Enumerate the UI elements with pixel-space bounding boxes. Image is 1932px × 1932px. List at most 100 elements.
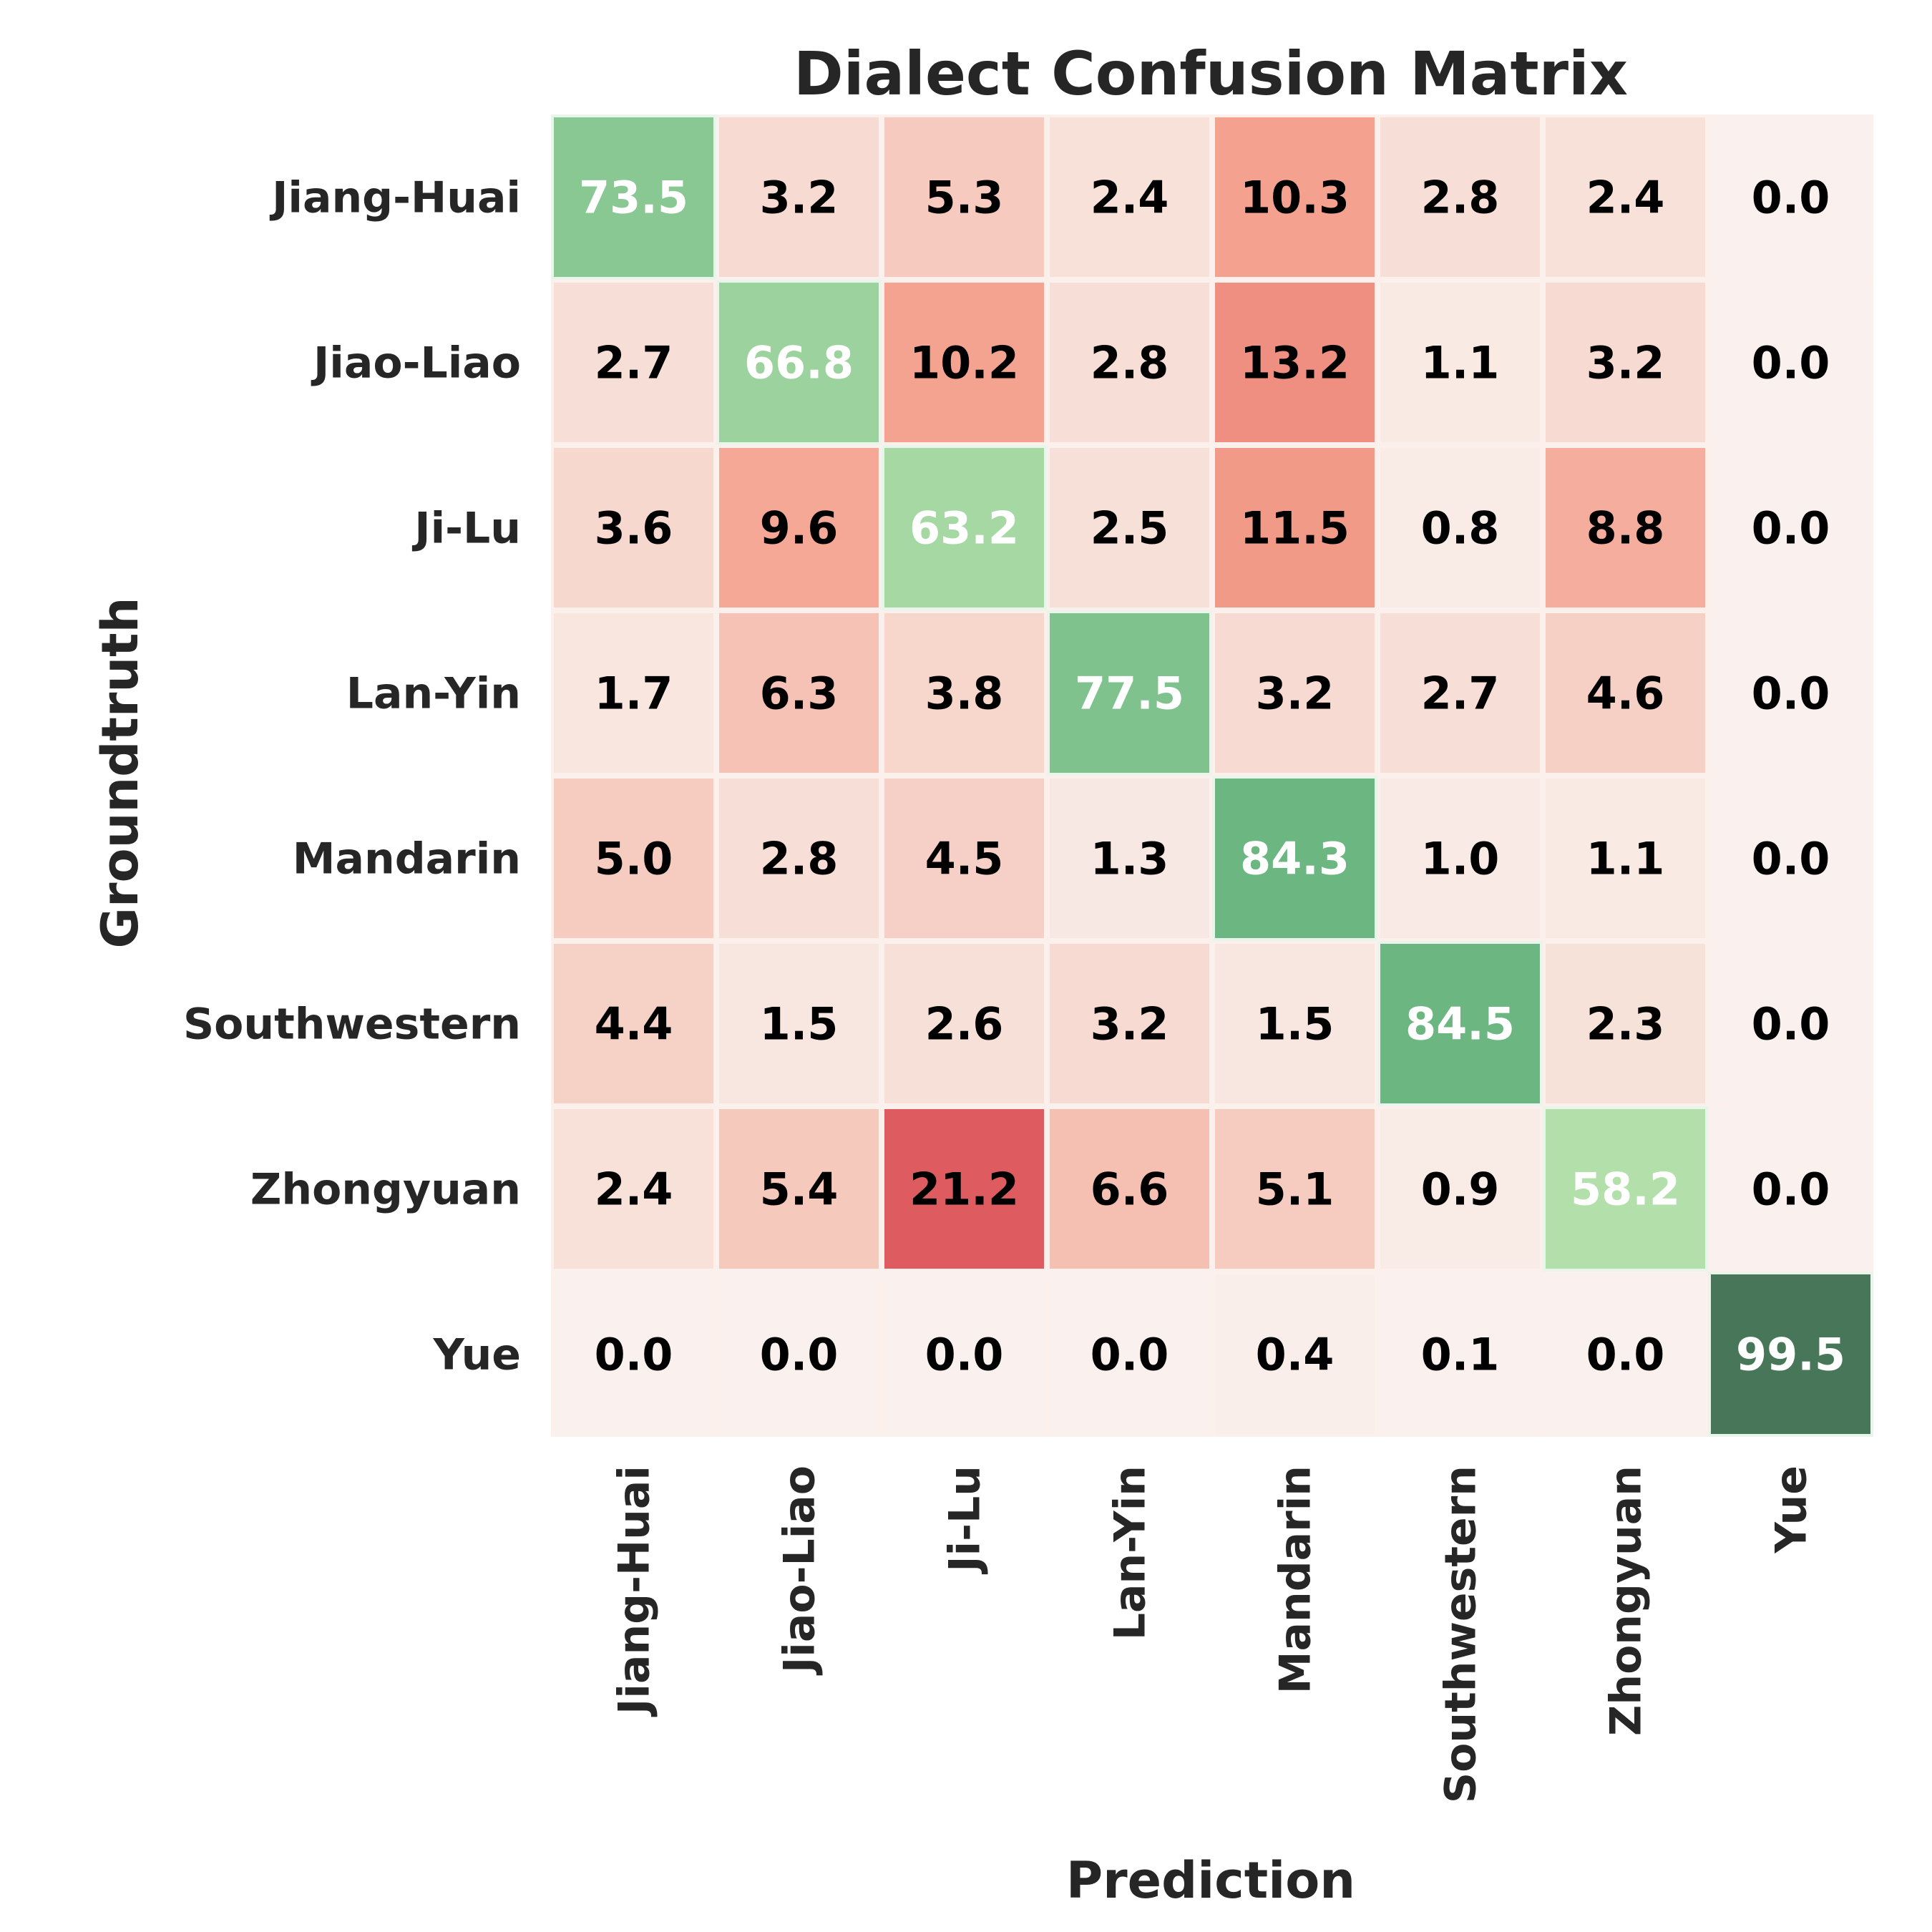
cell-value-label: 84.3 (1240, 833, 1350, 885)
heatmap-cell (1377, 941, 1543, 1106)
heatmap-cell (1708, 610, 1873, 776)
heatmap-cell (551, 114, 716, 280)
x-tick-label: Mandarin (1271, 1465, 1321, 1694)
cell-value-label: 2.4 (595, 1163, 673, 1216)
cell-value-label: 1.5 (1256, 998, 1335, 1050)
cell-value-label: 4.6 (1586, 668, 1665, 720)
cell-value-label: 2.4 (1586, 172, 1665, 224)
heatmap-cell (1708, 1106, 1873, 1272)
heatmap-cell (716, 610, 882, 776)
heatmap-cell (1047, 445, 1212, 610)
cell-value-label: 4.5 (925, 833, 1004, 885)
heatmap-cell (1212, 1106, 1377, 1272)
cell-value-label: 58.2 (1571, 1163, 1680, 1216)
heatmap-cell (1543, 445, 1708, 610)
heatmap-cell (1708, 1272, 1873, 1437)
heatmap-cell (1543, 1272, 1708, 1437)
cell-value-label: 5.1 (1256, 1163, 1335, 1216)
cell-value-label: 10.2 (909, 337, 1019, 389)
heatmap-cell (1708, 776, 1873, 941)
cell-value-label: 2.5 (1091, 502, 1169, 555)
cell-value-label: 0.0 (1752, 502, 1830, 555)
y-tick-label: Southwestern (183, 1000, 521, 1050)
cell-value-label: 3.6 (595, 502, 673, 555)
heatmap-cell (1377, 1272, 1543, 1437)
heatmap-cell (1543, 941, 1708, 1106)
cell-value-label: 3.8 (925, 668, 1004, 720)
cell-value-label: 0.0 (1752, 337, 1830, 389)
cell-value-label: 0.0 (1752, 172, 1830, 224)
cell-value-label: 3.2 (1256, 668, 1335, 720)
cell-value-label: 5.3 (925, 172, 1004, 224)
heatmap-cell (1212, 114, 1377, 280)
heatmap-cell (1708, 445, 1873, 610)
cell-value-label: 8.8 (1586, 502, 1665, 555)
heatmap-cell (1047, 1106, 1212, 1272)
cell-value-label: 1.5 (760, 998, 839, 1050)
cell-value-label: 2.3 (1586, 998, 1665, 1050)
heatmap-cell (716, 114, 882, 280)
cell-value-label: 1.3 (1091, 833, 1169, 885)
cell-value-label: 0.0 (1091, 1329, 1169, 1381)
cell-value-label: 1.1 (1421, 337, 1500, 389)
cell-value-label: 13.2 (1240, 337, 1350, 389)
cell-value-label: 2.7 (595, 337, 673, 389)
heatmap-cell (1708, 280, 1873, 445)
cell-value-label: 2.8 (1091, 337, 1169, 389)
heatmap-cell (1377, 114, 1543, 280)
x-axis-label: Prediction (1066, 1851, 1355, 1910)
cell-value-label: 0.4 (1256, 1329, 1335, 1381)
cell-value-label: 4.4 (595, 998, 673, 1050)
heatmap-cell (1047, 114, 1212, 280)
heatmap-cell-labels: 73.5 3.2 5.3 2.4 10.3 2.8 2.4 0.0 2.7 66.8 10.2 2.8… (579, 172, 1845, 1381)
cell-value-label: 5.0 (595, 833, 673, 885)
heatmap-cell (1047, 1272, 1212, 1437)
cell-value-label: 0.0 (760, 1329, 839, 1381)
x-tick-labels: Jiang-Huai Jiao-Liao Ji-Lu Lan-Yin Mandarin S… (610, 1465, 1817, 1803)
cell-value-label: 6.3 (760, 668, 839, 720)
heatmap-cell (1543, 280, 1708, 445)
x-tick-label: Zhongyuan (1601, 1465, 1652, 1736)
cell-value-label: 0.0 (1586, 1329, 1665, 1381)
heatmap-cell (716, 941, 882, 1106)
y-tick-label: Lan-Yin (346, 669, 521, 719)
heatmap-cell (882, 280, 1047, 445)
y-tick-label: Yue (433, 1330, 522, 1380)
heatmap-cell (1212, 610, 1377, 776)
heatmap-cell (882, 941, 1047, 1106)
y-axis-label: Groundtruth (91, 597, 150, 949)
cell-value-label: 1.1 (1586, 833, 1665, 885)
heatmap-cell (1377, 776, 1543, 941)
heatmap-cell (1377, 280, 1543, 445)
heatmap-cell (1047, 776, 1212, 941)
x-tick-label: Lan-Yin (1106, 1465, 1156, 1640)
cell-value-label: 66.8 (744, 337, 854, 389)
heatmap-cell (1212, 280, 1377, 445)
y-tick-label: Ji-Lu (411, 504, 521, 554)
cell-value-label: 6.6 (1091, 1163, 1169, 1216)
heatmap-cell (716, 1106, 882, 1272)
cell-value-label: 21.2 (909, 1163, 1019, 1216)
x-tick-label: Yue (1767, 1465, 1817, 1554)
cell-value-label: 0.0 (925, 1329, 1004, 1381)
cell-value-label: 84.5 (1405, 998, 1515, 1050)
heatmap-cell (716, 445, 882, 610)
heatmap-cell (1377, 1106, 1543, 1272)
y-tick-label: Mandarin (293, 834, 521, 884)
heatmap-cell (551, 1106, 716, 1272)
heatmap-cell (1047, 941, 1212, 1106)
heatmap-cell (882, 1272, 1047, 1437)
cell-value-label: 10.3 (1240, 172, 1350, 224)
heatmap-cell (1047, 610, 1212, 776)
y-tick-label: Jiao-Liao (311, 338, 521, 389)
heatmap-cell (1543, 776, 1708, 941)
cell-value-label: 2.8 (760, 833, 839, 885)
heatmap-cells (551, 114, 1873, 1437)
heatmap-cell (551, 776, 716, 941)
heatmap-cell (1212, 776, 1377, 941)
cell-value-label: 0.8 (1421, 502, 1500, 555)
cell-value-label: 73.5 (579, 172, 688, 224)
heatmap-cell (1047, 280, 1212, 445)
chart-title: Dialect Confusion Matrix (794, 39, 1628, 109)
